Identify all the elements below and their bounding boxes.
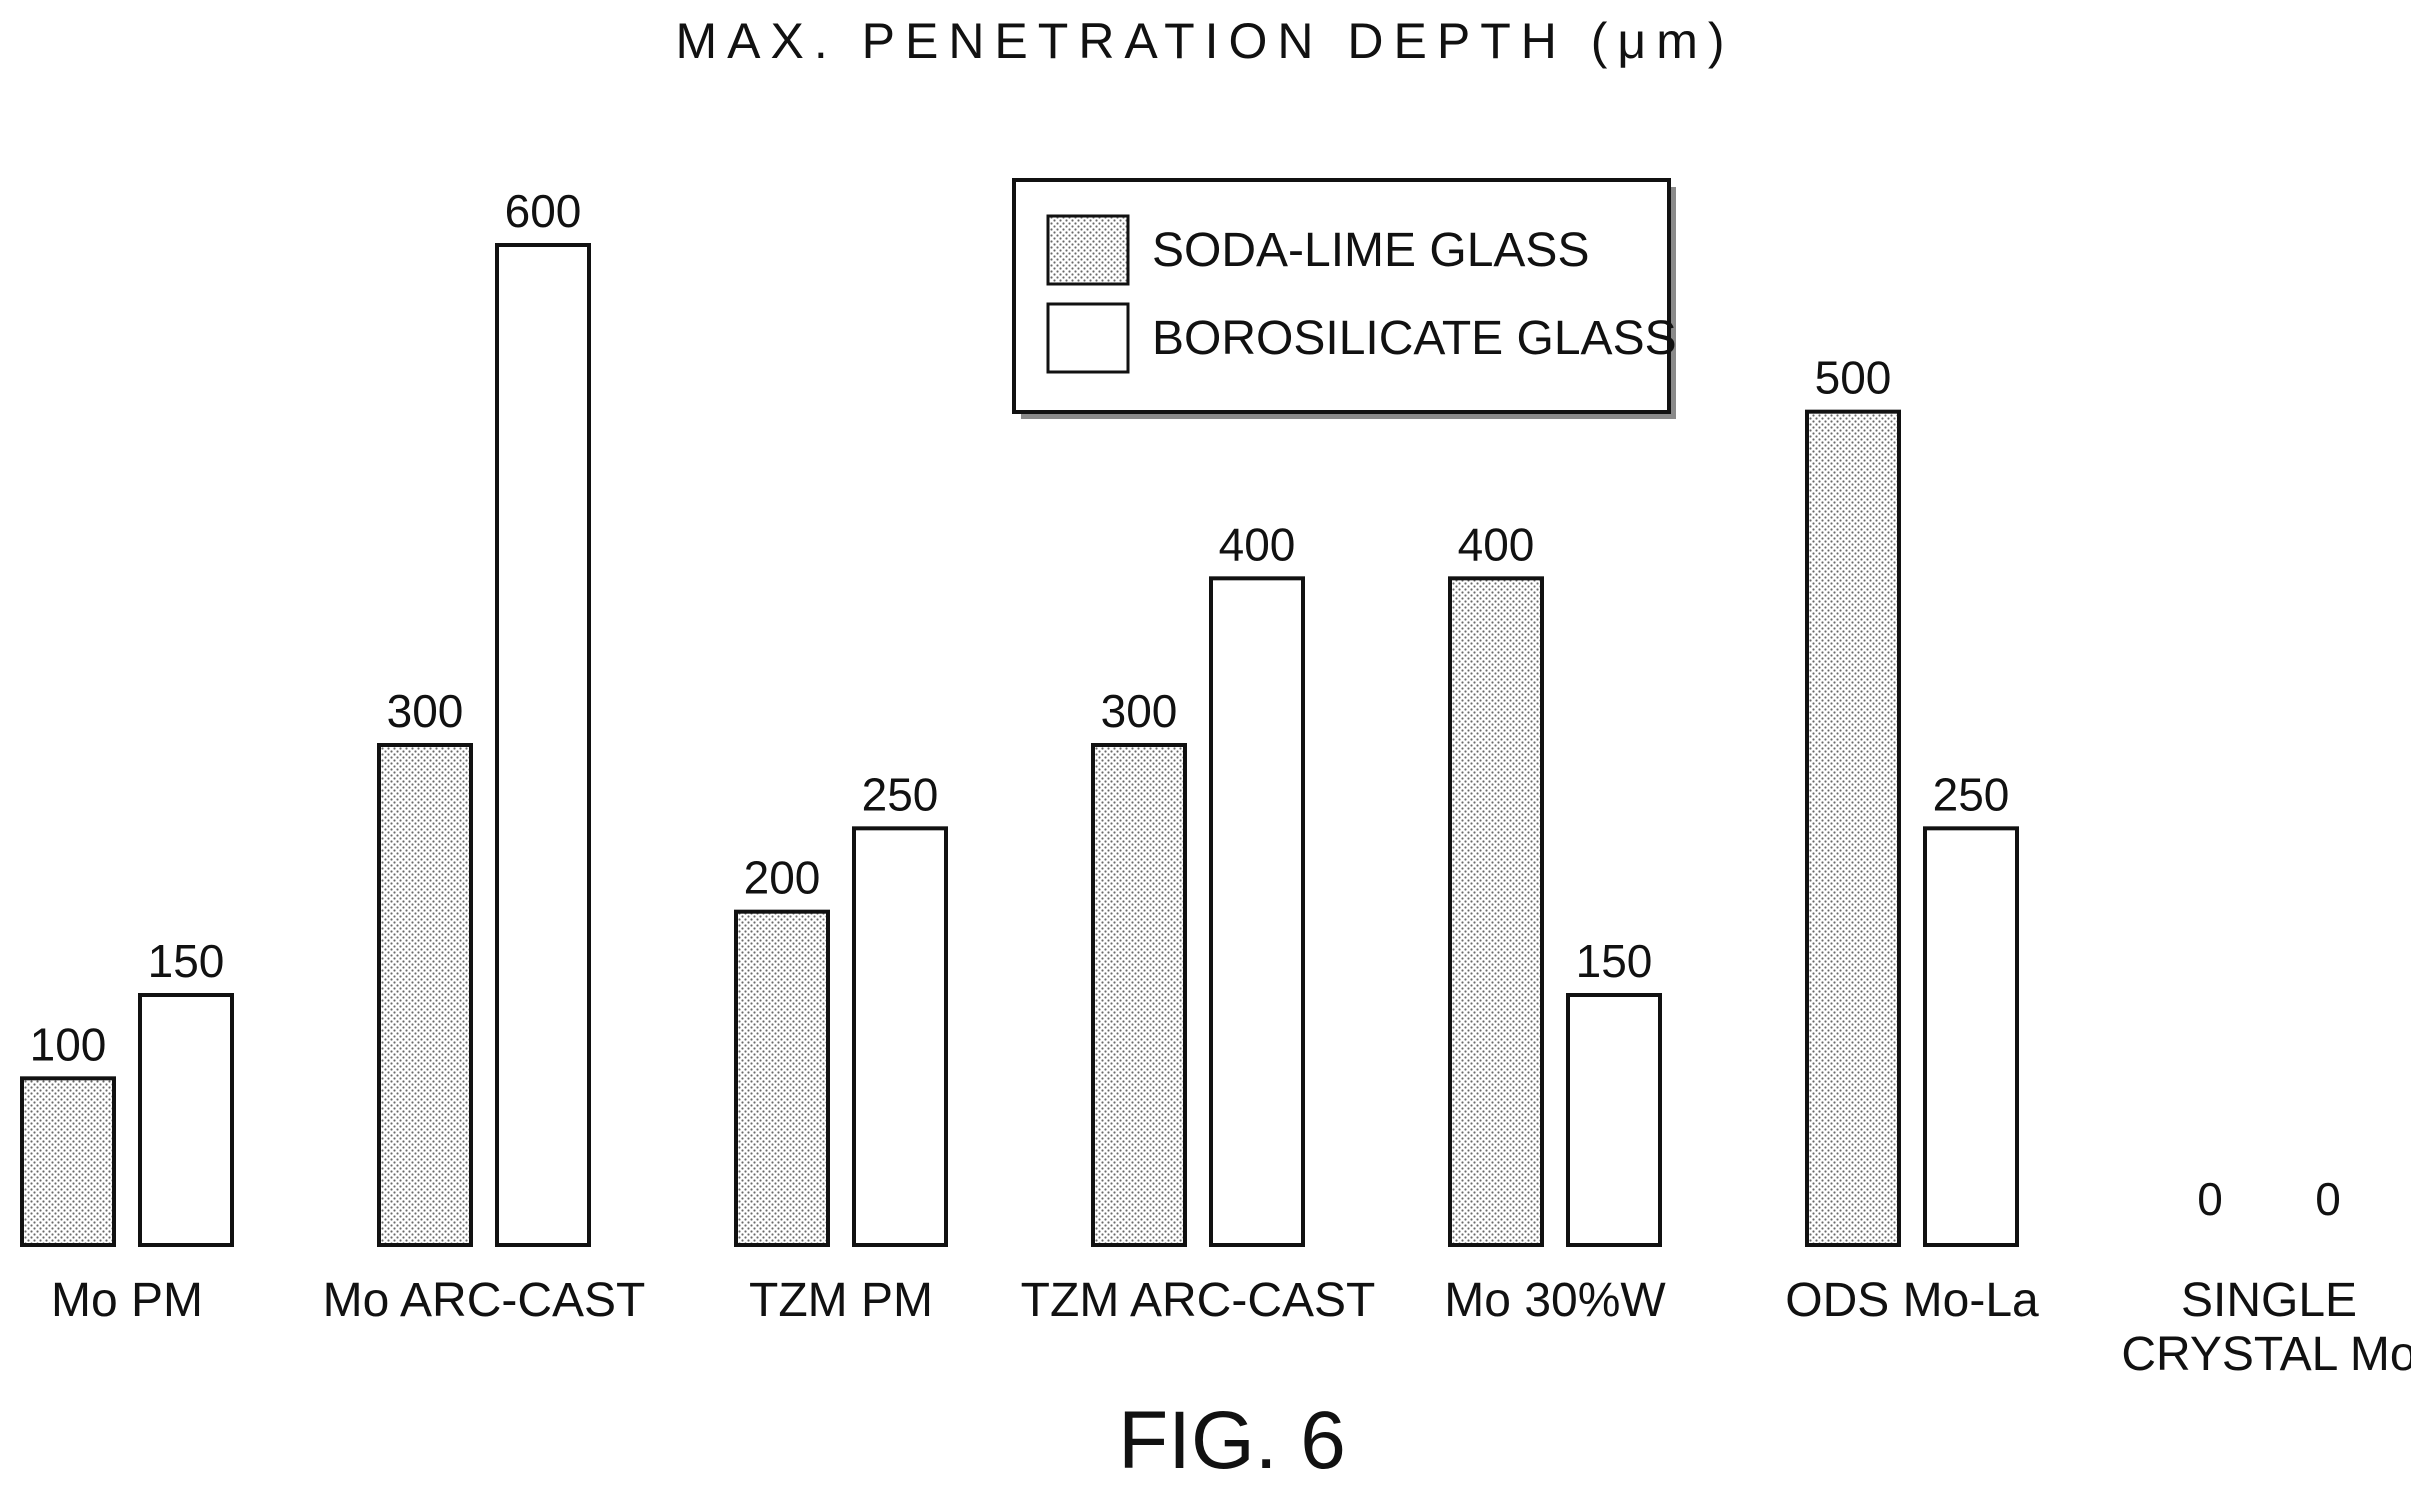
chart-title: MAX. PENETRATION DEPTH (μm) <box>675 13 1734 69</box>
value-label-ods-mo-la-soda-lime-glass: 500 <box>1815 352 1892 404</box>
value-label-mo-pm-soda-lime-glass: 100 <box>30 1018 107 1070</box>
bar-mo-pm-borosilicate-glass <box>138 993 234 1247</box>
bar-tzm-pm-borosilicate-glass <box>852 826 948 1247</box>
value-label-tzm-arc-cast-borosilicate-glass: 400 <box>1219 518 1296 570</box>
category-label-single-crystal-mo-line2: CRYSTAL Mo <box>2121 1328 2411 1381</box>
bar-mo-arc-cast-soda-lime-glass <box>377 743 473 1247</box>
value-label-ods-mo-la-borosilicate-glass: 250 <box>1933 768 2010 820</box>
value-label-tzm-pm-borosilicate-glass: 250 <box>862 768 939 820</box>
figure-caption: FIG. 6 <box>1118 1395 1346 1482</box>
category-label-tzm-arc-cast: TZM ARC-CAST <box>1021 1274 1376 1327</box>
value-label-single-crystal-mo-soda-lime-glass: 0 <box>2197 1173 2223 1225</box>
value-label-tzm-pm-soda-lime-glass: 200 <box>744 852 821 904</box>
value-label-single-crystal-mo-borosilicate-glass: 0 <box>2315 1173 2341 1225</box>
bars-layer: 100 150 Mo PM 300 600 Mo ARC-CAST 200 250 TZM PM… <box>20 185 2411 1381</box>
bar-mo-30-w-borosilicate-glass <box>1566 993 1662 1247</box>
bar-tzm-arc-cast-soda-lime-glass <box>1091 743 1187 1247</box>
legend: SODA-LIME GLASS BOROSILICATE GLASS <box>1012 178 1677 419</box>
value-label-tzm-arc-cast-soda-lime-glass: 300 <box>1101 685 1178 737</box>
category-label-tzm-pm: TZM PM <box>749 1274 933 1327</box>
bar-tzm-pm-soda-lime-glass <box>734 909 830 1248</box>
category-label-mo-pm: Mo PM <box>51 1274 203 1327</box>
bar-mo-pm-soda-lime-glass <box>20 1076 116 1248</box>
value-label-mo-arc-cast-borosilicate-glass: 600 <box>505 185 582 237</box>
legend-label-borosilicate: BOROSILICATE GLASS <box>1152 312 1677 365</box>
bar-tzm-arc-cast-borosilicate-glass <box>1209 576 1305 1247</box>
category-label-single-crystal-mo-line1: SINGLE <box>2181 1274 2357 1327</box>
category-label-mo-arc-cast: Mo ARC-CAST <box>323 1274 646 1327</box>
category-label-ods-mo-la: ODS Mo-La <box>1785 1274 2039 1327</box>
value-label-mo-30-w-soda-lime-glass: 400 <box>1458 518 1535 570</box>
bar-ods-mo-la-borosilicate-glass <box>1923 826 2019 1247</box>
bar-ods-mo-la-soda-lime-glass <box>1805 409 1901 1247</box>
value-label-mo-pm-borosilicate-glass: 150 <box>148 935 225 987</box>
bar-mo-arc-cast-borosilicate-glass <box>495 243 591 1247</box>
bar-mo-30-w-soda-lime-glass <box>1448 576 1544 1247</box>
legend-label-soda-lime: SODA-LIME GLASS <box>1152 224 1589 277</box>
category-label-mo-30-w: Mo 30%W <box>1444 1274 1666 1327</box>
legend-swatch-borosilicate <box>1046 302 1130 374</box>
legend-swatch-soda-lime <box>1046 214 1130 286</box>
value-label-mo-arc-cast-soda-lime-glass: 300 <box>387 685 464 737</box>
value-label-mo-30-w-borosilicate-glass: 150 <box>1576 935 1653 987</box>
